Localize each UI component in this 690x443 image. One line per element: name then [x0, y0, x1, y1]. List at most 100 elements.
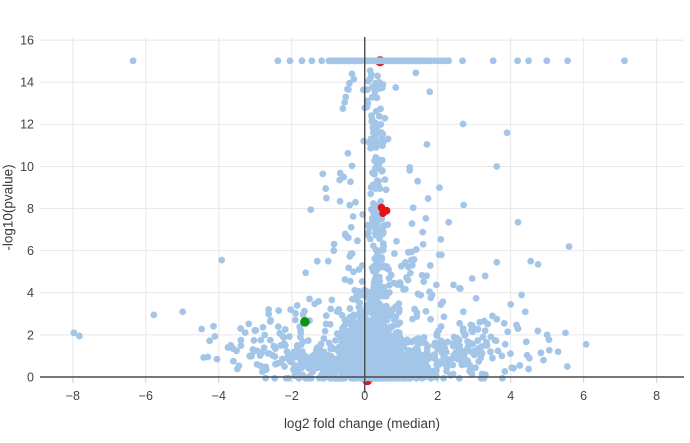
protein-point[interactable]: [479, 333, 487, 341]
protein-point[interactable]: [437, 236, 445, 243]
protein-point[interactable]: [455, 374, 463, 382]
protein-point[interactable]: [279, 332, 286, 340]
protein-point[interactable]: [489, 312, 496, 320]
protein-point[interactable]: [349, 318, 357, 326]
protein-point[interactable]: [330, 240, 338, 248]
protein-point[interactable]: [315, 355, 323, 363]
protein-point[interactable]: [262, 374, 269, 382]
protein-point[interactable]: [427, 315, 435, 323]
protein-point[interactable]: [224, 344, 232, 351]
protein-point[interactable]: [493, 258, 501, 266]
protein-point[interactable]: [373, 94, 381, 102]
protein-point[interactable]: [562, 329, 569, 337]
protein-point[interactable]: [387, 271, 395, 279]
protein-point[interactable]: [334, 362, 342, 370]
protein-point[interactable]: [413, 309, 421, 317]
protein-point[interactable]: [426, 262, 434, 269]
protein-point[interactable]: [445, 218, 453, 226]
protein-point[interactable]: [450, 281, 457, 289]
protein-point[interactable]: [274, 359, 282, 367]
protein-point[interactable]: [369, 169, 376, 177]
protein-point[interactable]: [537, 349, 545, 357]
protein-point[interactable]: [346, 79, 353, 87]
protein-point[interactable]: [481, 272, 489, 280]
protein-point[interactable]: [554, 348, 562, 356]
protein-point[interactable]: [378, 343, 386, 351]
protein-point[interactable]: [257, 336, 265, 344]
protein-point[interactable]: [237, 342, 245, 350]
protein-point[interactable]: [376, 229, 383, 237]
protein-point[interactable]: [266, 336, 274, 344]
capped-point[interactable]: [514, 57, 522, 65]
protein-point[interactable]: [563, 363, 571, 370]
protein-point[interactable]: [350, 75, 358, 83]
protein-point[interactable]: [418, 271, 426, 279]
protein-point[interactable]: [433, 358, 441, 366]
protein-point[interactable]: [420, 334, 428, 341]
protein-point[interactable]: [384, 135, 392, 143]
protein-point[interactable]: [342, 93, 350, 101]
protein-point[interactable]: [275, 307, 283, 315]
protein-point[interactable]: [389, 322, 397, 330]
protein-point[interactable]: [392, 329, 400, 337]
protein-point[interactable]: [516, 362, 524, 369]
capped-point[interactable]: [274, 57, 282, 65]
protein-point[interactable]: [405, 374, 412, 382]
protein-point[interactable]: [271, 374, 279, 382]
protein-point[interactable]: [476, 318, 484, 326]
protein-point[interactable]: [447, 371, 455, 379]
protein-point[interactable]: [327, 305, 335, 313]
protein-point[interactable]: [358, 278, 366, 285]
protein-point[interactable]: [331, 337, 339, 344]
protein-point[interactable]: [348, 70, 356, 78]
protein-point[interactable]: [378, 138, 386, 146]
protein-point[interactable]: [241, 329, 249, 336]
protein-point[interactable]: [413, 335, 420, 343]
protein-point[interactable]: [341, 276, 349, 283]
protein-point[interactable]: [409, 204, 417, 212]
protein-point[interactable]: [371, 287, 379, 295]
protein-point[interactable]: [274, 323, 282, 331]
protein-point[interactable]: [395, 300, 403, 307]
protein-point[interactable]: [403, 336, 411, 344]
protein-point[interactable]: [380, 313, 388, 321]
protein-point[interactable]: [380, 243, 388, 250]
protein-point[interactable]: [374, 317, 382, 324]
protein-point[interactable]: [456, 353, 464, 361]
protein-point[interactable]: [229, 357, 237, 365]
protein-point[interactable]: [380, 222, 388, 230]
protein-point[interactable]: [335, 348, 343, 356]
protein-point[interactable]: [404, 248, 412, 256]
protein-point[interactable]: [367, 362, 375, 369]
protein-point[interactable]: [498, 374, 506, 382]
protein-point[interactable]: [367, 205, 375, 213]
protein-point[interactable]: [360, 137, 368, 145]
protein-point[interactable]: [440, 339, 448, 347]
protein-point[interactable]: [325, 339, 333, 347]
protein-point[interactable]: [237, 336, 245, 344]
capped-point[interactable]: [445, 57, 453, 65]
protein-point[interactable]: [437, 323, 445, 330]
protein-point[interactable]: [456, 346, 464, 354]
protein-point[interactable]: [309, 368, 317, 375]
protein-point[interactable]: [396, 319, 404, 327]
protein-point[interactable]: [364, 350, 372, 358]
protein-point[interactable]: [301, 307, 308, 315]
protein-point[interactable]: [421, 368, 429, 376]
protein-point[interactable]: [251, 327, 259, 334]
protein-point[interactable]: [281, 341, 289, 349]
protein-point[interactable]: [256, 352, 264, 359]
protein-point[interactable]: [427, 372, 434, 380]
protein-point[interactable]: [304, 337, 312, 344]
protein-point[interactable]: [292, 351, 299, 359]
protein-point[interactable]: [507, 350, 514, 358]
protein-point[interactable]: [399, 359, 407, 367]
protein-point[interactable]: [307, 206, 315, 214]
protein-point[interactable]: [406, 269, 414, 277]
protein-point[interactable]: [323, 194, 330, 202]
scatter-points[interactable]: [70, 57, 628, 382]
protein-point[interactable]: [249, 346, 257, 353]
protein-point[interactable]: [371, 212, 379, 220]
protein-point[interactable]: [369, 200, 377, 207]
